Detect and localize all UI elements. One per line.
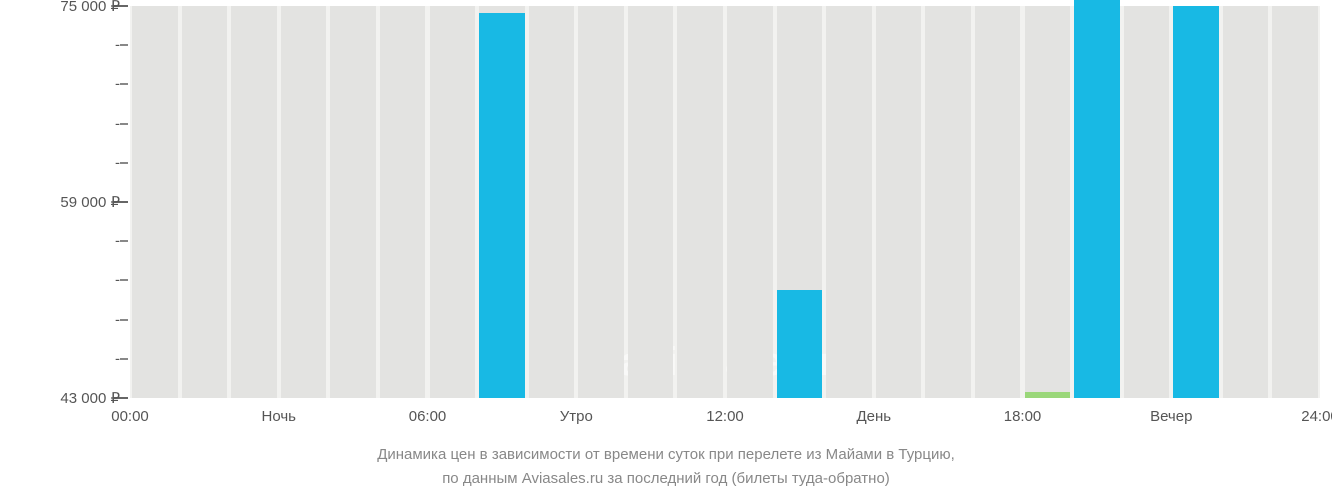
bar-slot xyxy=(675,6,725,398)
y-minor-dash: - xyxy=(115,154,120,171)
bar-slot xyxy=(1221,6,1271,398)
x-axis-label: День xyxy=(856,408,891,425)
bar-slot xyxy=(1122,6,1172,398)
y-minor-dash: - xyxy=(115,76,120,93)
bar-slot-bg xyxy=(1272,6,1318,398)
price-bar[interactable] xyxy=(1025,392,1071,398)
bar-slot-bg xyxy=(182,6,228,398)
bar-slot xyxy=(626,6,676,398)
y-tick-minor xyxy=(120,83,128,85)
bar-slot-bg xyxy=(1124,6,1170,398)
y-tick-minor xyxy=(120,319,128,321)
bar-slot-bg xyxy=(330,6,376,398)
bar-slot xyxy=(428,6,478,398)
bar-slot-bg xyxy=(1025,6,1071,398)
x-axis-label: Утро xyxy=(560,408,593,425)
x-axis-label: 24:00 xyxy=(1301,408,1332,425)
y-minor-dash: - xyxy=(115,233,120,250)
bar-slot-bg xyxy=(132,6,178,398)
bar-slot xyxy=(279,6,329,398)
caption-line-2: по данным Aviasales.ru за последний год … xyxy=(0,470,1332,487)
bar-slot xyxy=(973,6,1023,398)
bar-slot xyxy=(130,6,180,398)
bar-slot-bg xyxy=(925,6,971,398)
x-axis-label: 00:00 xyxy=(111,408,149,425)
bar-slot-bg xyxy=(231,6,277,398)
bar-slot xyxy=(923,6,973,398)
bar-slot xyxy=(874,6,924,398)
bar-slot xyxy=(1023,6,1073,398)
bar-slot xyxy=(328,6,378,398)
bar-slot xyxy=(477,6,527,398)
price-bar[interactable] xyxy=(1074,0,1120,398)
x-axis-label: 12:00 xyxy=(706,408,744,425)
plot-area: aviasales.ru xyxy=(130,6,1320,398)
y-minor-dash: - xyxy=(115,37,120,54)
bar-slot-bg xyxy=(578,6,624,398)
bar-slot xyxy=(775,6,825,398)
bar-slot xyxy=(527,6,577,398)
y-tick-minor xyxy=(120,279,128,281)
y-tick-minor xyxy=(120,240,128,242)
caption-line-1: Динамика цен в зависимости от времени су… xyxy=(0,446,1332,463)
bar-slot xyxy=(1270,6,1320,398)
x-axis-label: 06:00 xyxy=(409,408,447,425)
y-tick-minor xyxy=(120,162,128,164)
y-minor-dash: - xyxy=(115,272,120,289)
bar-slot-bg xyxy=(727,6,773,398)
bar-slot-bg xyxy=(281,6,327,398)
bar-slot xyxy=(180,6,230,398)
price-bar[interactable] xyxy=(1173,6,1219,398)
bar-slot-bg xyxy=(628,6,674,398)
bar-slot-bg xyxy=(876,6,922,398)
x-axis-label: 18:00 xyxy=(1004,408,1042,425)
bar-slot-bg xyxy=(529,6,575,398)
y-axis-label: 59 000 ₽ xyxy=(60,193,120,211)
bar-slot-bg xyxy=(677,6,723,398)
bar-slot xyxy=(725,6,775,398)
y-minor-dash: - xyxy=(115,115,120,132)
bar-slot xyxy=(229,6,279,398)
bar-slot xyxy=(576,6,626,398)
bar-slot-bg xyxy=(380,6,426,398)
y-tick-minor xyxy=(120,44,128,46)
bar-slot xyxy=(1072,6,1122,398)
price-bar[interactable] xyxy=(777,290,823,398)
chart-container: aviasales.ru 43 000 ₽ 59 000 ₽ 75 000 ₽ - - -… xyxy=(0,0,1332,502)
x-axis-label: Вечер xyxy=(1150,408,1192,425)
bar-slot xyxy=(1171,6,1221,398)
x-axis-label: Ночь xyxy=(262,408,296,425)
y-axis-label: 75 000 ₽ xyxy=(60,0,120,15)
y-tick-minor xyxy=(120,358,128,360)
bar-slot-bg xyxy=(430,6,476,398)
y-minor-dash: - xyxy=(115,311,120,328)
bar-slot-bg xyxy=(1223,6,1269,398)
bar-slot xyxy=(824,6,874,398)
y-axis-label: 43 000 ₽ xyxy=(60,389,120,407)
price-bar[interactable] xyxy=(479,13,525,398)
bar-slot-bg xyxy=(975,6,1021,398)
bar-slot xyxy=(378,6,428,398)
bar-slot-bg xyxy=(826,6,872,398)
y-minor-dash: - xyxy=(115,350,120,367)
y-tick-minor xyxy=(120,123,128,125)
